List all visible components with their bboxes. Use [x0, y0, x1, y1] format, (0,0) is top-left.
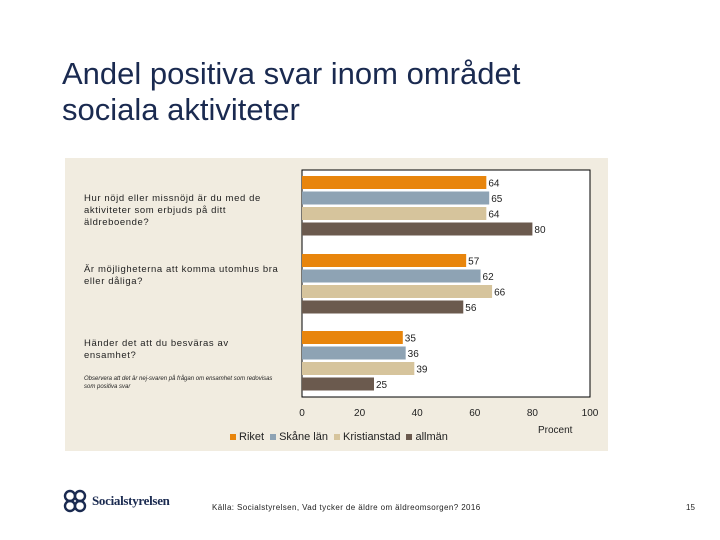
data-label-0-1: 65 — [491, 194, 503, 205]
bar-1-1 — [302, 269, 481, 283]
legend-swatch-riket — [230, 434, 236, 440]
x-tick-label-2: 40 — [412, 408, 424, 419]
legend-item-riket: Riket — [230, 431, 264, 443]
bar-0-1 — [302, 191, 490, 205]
bar-1-3 — [302, 300, 464, 314]
legend-item-kristianstad: Kristianstad — [334, 431, 400, 443]
bar-2-0 — [302, 331, 403, 344]
category-label-activities: Hur nöjd eller missnöjd är du med de akt… — [84, 193, 261, 228]
legend-swatch-skane — [270, 434, 277, 440]
data-label-2-2: 39 — [416, 365, 428, 376]
legend-label-riket: Riket — [239, 431, 265, 443]
x-tick-label-0: 0 — [299, 408, 305, 419]
data-label-2-1: 36 — [408, 349, 420, 360]
data-label-1-3: 56 — [465, 303, 477, 314]
x-tick-label-3: 60 — [469, 408, 481, 419]
legend-item-allman: allmän — [406, 431, 448, 443]
legend-swatch-kristianstad — [334, 434, 340, 440]
bar-2-3 — [302, 377, 374, 391]
data-label-2-0: 35 — [405, 334, 417, 345]
data-label-2-3: 25 — [376, 380, 388, 391]
data-label-1-0: 57 — [468, 257, 480, 268]
logo-emblem-icon — [63, 489, 87, 513]
category-label-outdoors: Är möjligheterna att komma utomhus bra e… — [84, 264, 279, 287]
source-citation: Källa: Socialstyrelsen, Vad tycker de äl… — [212, 503, 481, 512]
legend-item-skane: Skåne län — [270, 431, 328, 443]
data-label-0-0: 64 — [488, 179, 500, 190]
slide-title-line-2: sociala aktiviteter — [62, 92, 300, 127]
legend-label-allman: allmän — [415, 431, 448, 443]
legend-label-kristianstad: Kristianstad — [343, 431, 401, 443]
bar-0-2 — [302, 207, 487, 220]
loneliness-note: Observera att det är nej-svaren på fråga… — [84, 376, 273, 390]
x-tick-label-5: 100 — [582, 408, 599, 419]
bar-1-2 — [302, 285, 493, 298]
data-label-1-1: 62 — [483, 272, 495, 283]
slide-title: Andel positiva svar inom området sociala… — [62, 56, 682, 128]
bar-0-0 — [302, 176, 487, 189]
category-label-loneliness: Händer det att du besväras av ensamhet? — [84, 338, 229, 361]
slide-title-line-1: Andel positiva svar inom området — [62, 56, 521, 91]
logo-text: Socialstyrelsen — [92, 493, 170, 508]
page-number: 15 — [686, 503, 695, 512]
chart-legend: Riket Skåne län Kristianstad allmän — [230, 430, 454, 444]
bar-0-3 — [302, 222, 533, 236]
bar-1-0 — [302, 254, 467, 267]
socialstyrelsen-logo: Socialstyrelsen — [62, 488, 170, 514]
x-tick-label-4: 80 — [527, 408, 539, 419]
bar-2-1 — [302, 346, 406, 360]
legend-label-skane: Skåne län — [279, 431, 328, 443]
x-tick-label-1: 20 — [354, 408, 366, 419]
data-label-0-3: 80 — [534, 225, 546, 236]
legend-swatch-allman — [406, 434, 413, 440]
bar-2-2 — [302, 362, 415, 375]
data-label-0-2: 64 — [488, 210, 500, 221]
x-axis-title: Procent — [538, 425, 573, 436]
data-label-1-2: 66 — [494, 288, 506, 299]
